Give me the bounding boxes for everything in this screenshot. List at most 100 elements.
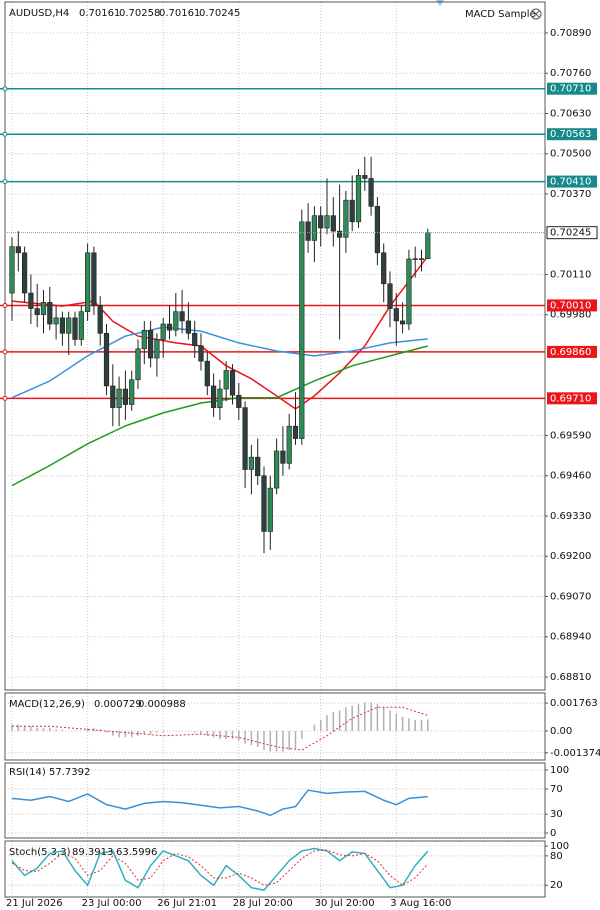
candle-body	[141, 329, 147, 350]
candle-body	[223, 370, 229, 390]
candle-body	[217, 388, 223, 408]
level-handle	[2, 302, 8, 308]
level-label-box	[547, 299, 597, 312]
indicator-value: 0.000729	[94, 699, 142, 710]
level-handle	[2, 86, 8, 92]
y-tick-label: 30	[550, 809, 563, 820]
panel-frame	[4, 840, 546, 898]
y-tick-label: 0.69460	[550, 471, 591, 482]
y-tick-label: 0.70760	[550, 68, 591, 79]
candle-body	[330, 215, 336, 232]
y-tick-label: 0	[550, 828, 556, 839]
candle-body	[72, 317, 78, 340]
panel-title: AUDUSD,H4	[9, 8, 69, 19]
x-tick-label: 23 Jul 00:00	[82, 898, 142, 909]
candle-body	[28, 292, 34, 309]
candle-body	[47, 302, 53, 325]
y-tick-label: -0.001374	[550, 748, 600, 759]
level-label: 0.70563	[550, 129, 591, 140]
candle-body	[85, 252, 91, 312]
level-handle	[2, 131, 8, 137]
candle-body	[362, 175, 368, 179]
candle-body	[267, 487, 273, 532]
y-tick-label: 0.69200	[550, 551, 591, 562]
y-tick-label: 0.68940	[550, 632, 591, 643]
candle-body	[160, 323, 166, 340]
y-tick-label: 0.69980	[550, 310, 591, 321]
level-label: 0.69860	[550, 347, 591, 358]
y-tick-label: 100	[550, 765, 569, 776]
level-label: 0.70710	[550, 84, 591, 95]
last-price-box	[546, 226, 598, 240]
candle-body	[211, 385, 217, 408]
level-label-box	[547, 392, 597, 405]
y-tick-label: 0.70110	[550, 269, 591, 280]
candle-body	[292, 425, 299, 439]
indicator-line	[11, 255, 429, 410]
candle-body	[374, 206, 381, 254]
header-close: 0.70245	[199, 8, 240, 19]
candle-body	[129, 379, 135, 405]
candle-body	[21, 252, 28, 294]
header-open: 0.70161	[79, 8, 120, 19]
candle-body	[406, 258, 412, 325]
expert-name: MACD Sample	[465, 9, 536, 20]
candle-body	[412, 258, 418, 260]
y-tick-label: 0.68810	[550, 672, 591, 683]
y-tick-label: 0.70500	[550, 149, 591, 160]
panel-frame	[4, 762, 546, 839]
panel-title: MACD(12,26,9)	[9, 699, 85, 710]
y-tick-label: 0.69590	[550, 430, 591, 441]
candle-body	[103, 333, 110, 387]
candle-body	[255, 456, 261, 477]
candle-body	[78, 311, 84, 340]
indicator-line	[11, 326, 428, 399]
last-price-label: 0.70245	[550, 228, 591, 239]
candle-body	[425, 232, 431, 259]
y-tick-label: 0.70370	[550, 189, 591, 200]
level-label-box	[547, 345, 597, 358]
y-tick-label: 0.69070	[550, 591, 591, 602]
candle-body	[387, 283, 393, 309]
candle-body	[53, 317, 59, 325]
candle-body	[242, 407, 248, 470]
candle-body	[280, 450, 286, 464]
candle-body	[66, 317, 72, 334]
indicator-value: 89.3913	[72, 847, 113, 858]
candle-body	[59, 317, 65, 334]
level-handle	[2, 179, 8, 185]
indicator-value: 63.5996	[116, 847, 157, 858]
candle-body	[393, 308, 399, 322]
candle-body	[166, 323, 173, 331]
candle-body	[399, 320, 406, 325]
candle-body	[15, 246, 21, 254]
level-label-box	[547, 128, 597, 141]
candle-body	[261, 475, 267, 532]
indicator-value: 57.7392	[49, 767, 90, 778]
candle-body	[135, 348, 141, 381]
candle-body	[318, 215, 324, 229]
candle-body	[91, 252, 97, 306]
level-label: 0.70410	[550, 177, 591, 188]
candle-body	[324, 215, 330, 229]
candle-body	[381, 252, 387, 285]
candle-body	[286, 425, 292, 464]
candle-body	[305, 221, 311, 241]
y-tick-label: 0.00	[550, 726, 572, 737]
header-high: 0.70258	[119, 8, 160, 19]
candle-body	[418, 258, 425, 260]
candle-body	[185, 320, 192, 334]
level-label-box	[547, 82, 597, 95]
panel-title: Stoch(5,3,3)	[9, 847, 71, 858]
candle-body	[148, 329, 154, 359]
candle-body	[343, 199, 349, 238]
candle-body	[154, 339, 160, 359]
indicator-line	[11, 847, 429, 891]
level-label: 0.69710	[550, 393, 591, 404]
candle-body	[349, 199, 355, 223]
candle-body	[311, 215, 318, 241]
indicator-value: 0.000988	[138, 699, 186, 710]
x-tick-label: 30 Jul 20:00	[315, 898, 375, 909]
candle-body	[116, 388, 122, 408]
expert-icon[interactable]	[530, 8, 542, 20]
